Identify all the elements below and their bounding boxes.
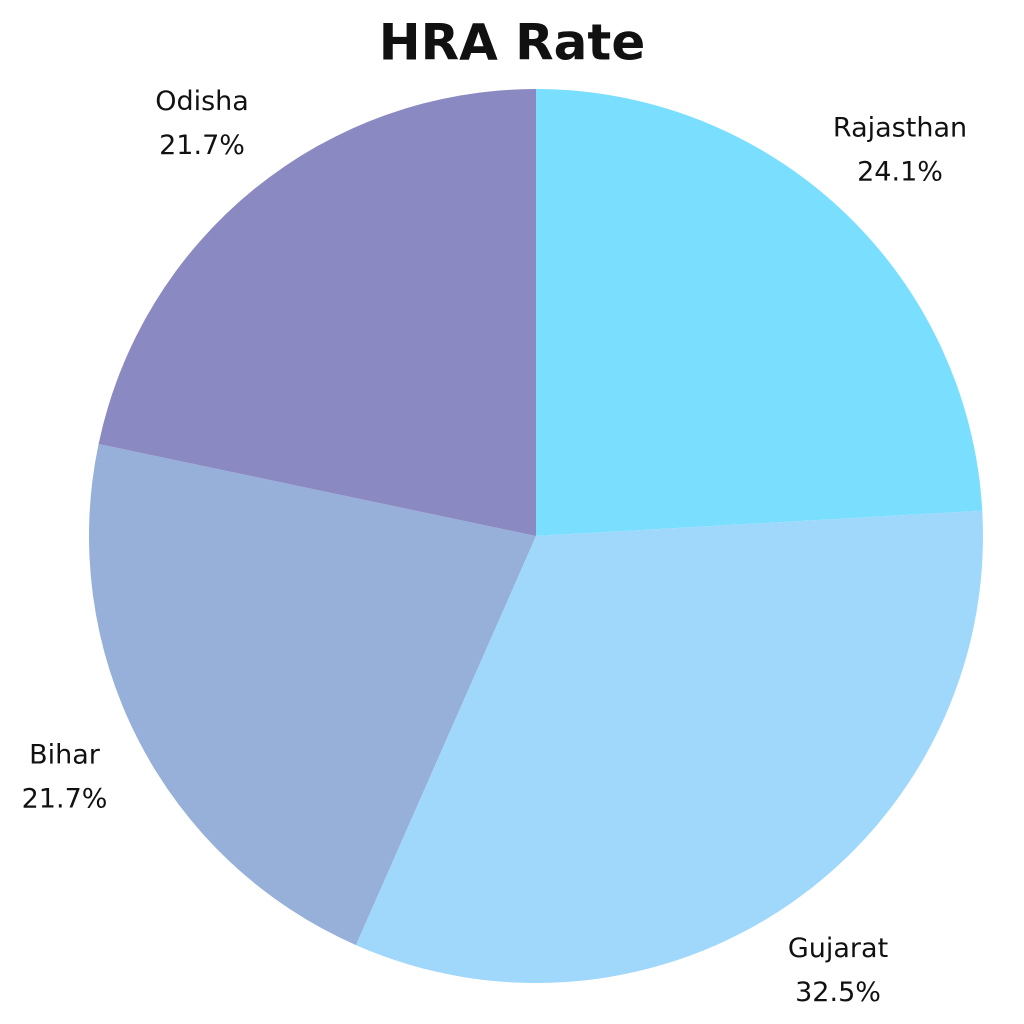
slice-value-label: 32.5% [795, 977, 881, 1008]
pie-slice [536, 89, 983, 536]
slice-label: Rajasthan [833, 112, 967, 143]
slice-label: Bihar [29, 740, 101, 771]
slice-value-label: 21.7% [22, 784, 108, 815]
slice-label: Gujarat [788, 933, 888, 964]
slice-value-label: 24.1% [857, 156, 943, 187]
pie-slice [89, 443, 537, 946]
pie-slice [98, 89, 536, 536]
pie-slice [355, 510, 983, 983]
chart-title: HRA Rate [379, 14, 646, 72]
slice-label: Odisha [155, 86, 249, 117]
slice-value-label: 21.7% [159, 130, 245, 161]
